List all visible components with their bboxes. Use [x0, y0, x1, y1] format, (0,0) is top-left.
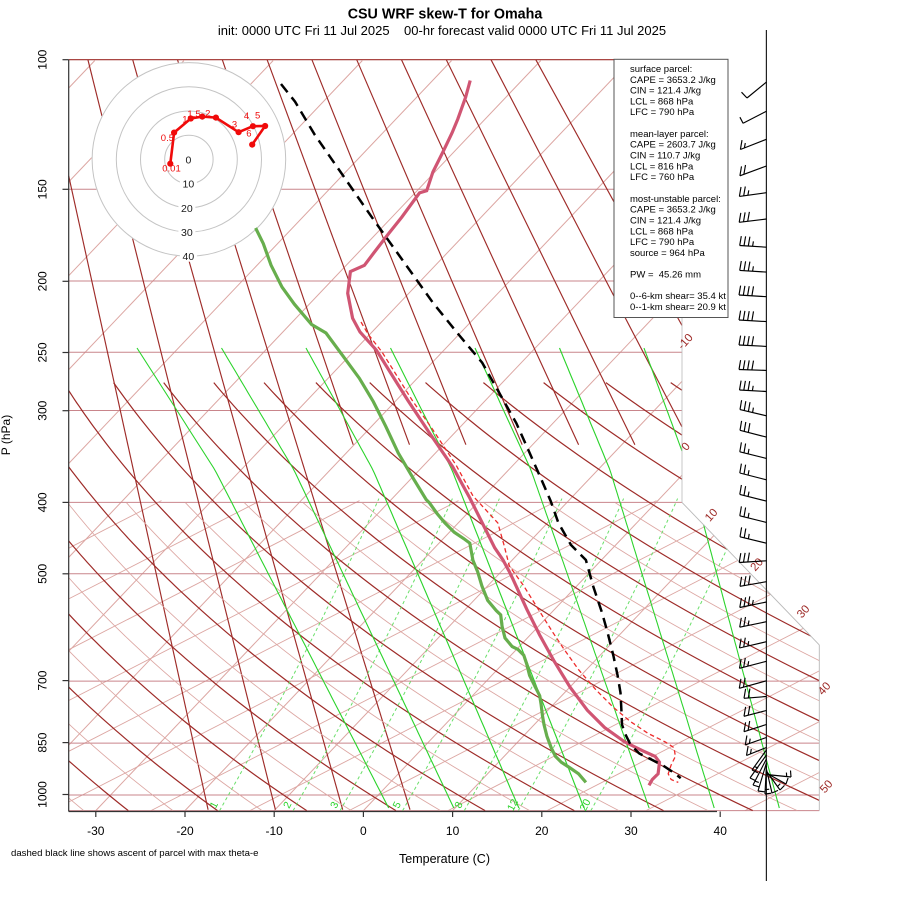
svg-text:-20: -20: [176, 824, 194, 838]
svg-text:400: 400: [36, 492, 50, 512]
svg-text:10: 10: [446, 824, 460, 838]
svg-text:0--1-km shear= 20.9 kt: 0--1-km shear= 20.9 kt: [630, 302, 726, 313]
svg-text:dashed black line shows ascent: dashed black line shows ascent of parcel…: [11, 848, 258, 859]
svg-text:LFC = 760 hPa: LFC = 760 hPa: [630, 172, 695, 183]
svg-text:0--6-km shear= 35.4 kt: 0--6-km shear= 35.4 kt: [630, 291, 726, 302]
svg-text:1.5: 1.5: [187, 109, 200, 120]
svg-text:0: 0: [185, 154, 191, 166]
svg-text:10: 10: [183, 179, 195, 191]
svg-text:4: 4: [244, 111, 249, 122]
svg-text:5: 5: [391, 800, 404, 811]
svg-text:3: 3: [328, 800, 341, 811]
svg-text:0: 0: [360, 824, 367, 838]
svg-text:CSU WRF skew-T for Omaha: CSU WRF skew-T for Omaha: [348, 7, 544, 23]
svg-text:5: 5: [255, 111, 260, 122]
svg-text:1000: 1000: [36, 781, 50, 808]
svg-text:2: 2: [281, 800, 294, 811]
svg-text:CAPE = 2603.7 J/kg: CAPE = 2603.7 J/kg: [630, 140, 716, 151]
svg-text:surface parcel:: surface parcel:: [630, 64, 692, 75]
svg-text:source = 964 hPa: source = 964 hPa: [630, 248, 705, 259]
svg-text:CIN = 110.7 J/kg: CIN = 110.7 J/kg: [630, 151, 700, 162]
svg-text:30: 30: [181, 227, 193, 239]
svg-text:500: 500: [36, 563, 50, 583]
svg-text:PW = 45.26 mm: PW = 45.26 mm: [630, 270, 701, 281]
svg-text:200: 200: [36, 271, 50, 291]
svg-text:20: 20: [181, 203, 193, 215]
svg-text:-10: -10: [266, 824, 284, 838]
svg-text:20: 20: [535, 824, 549, 838]
svg-text:0.5: 0.5: [161, 133, 174, 144]
svg-text:CIN = 121.4 J/kg: CIN = 121.4 J/kg: [630, 86, 701, 97]
svg-text:250: 250: [36, 342, 50, 362]
svg-text:LCL = 868 hPa: LCL = 868 hPa: [630, 96, 694, 107]
svg-text:CAPE = 3653.2 J/kg: CAPE = 3653.2 J/kg: [630, 75, 716, 86]
svg-text:12: 12: [505, 797, 521, 813]
svg-text:Temperature (C): Temperature (C): [399, 852, 490, 866]
svg-text:CAPE = 3653.2 J/kg: CAPE = 3653.2 J/kg: [630, 205, 716, 216]
svg-text:0.01: 0.01: [162, 164, 181, 175]
svg-text:mean-layer parcel:: mean-layer parcel:: [630, 129, 709, 140]
svg-text:LCL = 868 hPa: LCL = 868 hPa: [630, 226, 694, 237]
svg-text:-30: -30: [87, 824, 105, 838]
svg-text:150: 150: [36, 179, 50, 199]
svg-text:3: 3: [232, 120, 237, 131]
svg-text:LCL = 816 hPa: LCL = 816 hPa: [630, 161, 694, 172]
svg-text:850: 850: [36, 732, 50, 752]
svg-text:LFC = 790 hPa: LFC = 790 hPa: [630, 107, 695, 118]
svg-text:300: 300: [36, 400, 50, 420]
svg-text:100: 100: [36, 49, 50, 69]
svg-text:init: 0000 UTC Fri 11 Jul 2025: init: 0000 UTC Fri 11 Jul 2025 00-hr for…: [218, 23, 666, 38]
svg-text:700: 700: [36, 670, 50, 690]
svg-text:6: 6: [246, 128, 251, 139]
svg-text:P (hPa): P (hPa): [0, 415, 13, 455]
svg-text:8: 8: [452, 800, 465, 811]
svg-text:40: 40: [183, 251, 195, 263]
svg-text:CIN = 121.4 J/kg: CIN = 121.4 J/kg: [630, 216, 701, 227]
svg-text:1: 1: [182, 115, 187, 126]
svg-text:40: 40: [714, 824, 728, 838]
svg-text:1: 1: [208, 800, 221, 811]
svg-text:30: 30: [624, 824, 638, 838]
svg-text:2: 2: [205, 108, 210, 119]
svg-text:LFC = 790 hPa: LFC = 790 hPa: [630, 237, 695, 248]
svg-text:most-unstable parcel:: most-unstable parcel:: [630, 194, 721, 205]
